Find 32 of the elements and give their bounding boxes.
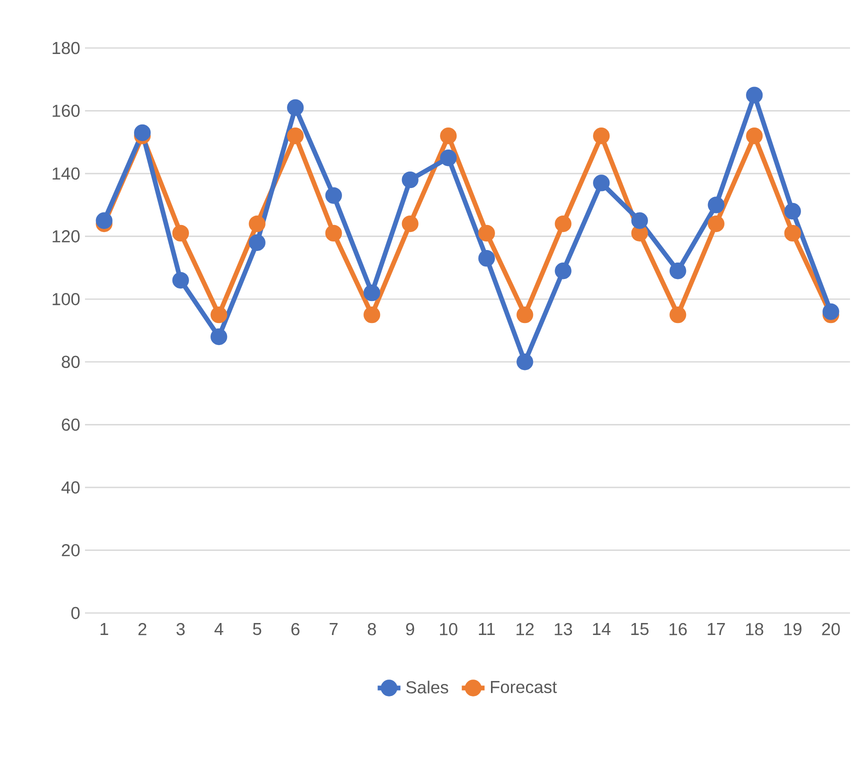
y-tick-label: 0 — [71, 606, 80, 620]
y-tick-label: 100 — [52, 292, 80, 306]
x-tick-label: 6 — [291, 623, 300, 636]
x-tick-label: 16 — [670, 623, 687, 636]
y-tick-label: 20 — [62, 544, 80, 556]
y-tick-label: 160 — [52, 104, 80, 117]
x-tick-label: 2 — [138, 623, 146, 636]
x-tick-label: 7 — [330, 623, 338, 635]
x-tick-label: 10 — [440, 623, 458, 636]
x-tick-label: 1 — [100, 623, 108, 635]
x-tick-label: 13 — [554, 623, 572, 636]
y-tick-label: 180 — [52, 42, 80, 54]
x-tick-label: 4 — [214, 623, 224, 635]
x-tick-label: 19 — [784, 623, 802, 636]
x-tick-label: 15 — [631, 623, 649, 636]
x-tick-label: 18 — [746, 623, 764, 636]
x-tick-label: 8 — [368, 623, 376, 636]
y-tick-label: 80 — [62, 356, 80, 368]
x-tick-label: 12 — [516, 623, 534, 636]
y-tick-label: 140 — [52, 167, 80, 180]
y-tick-label: 40 — [61, 481, 80, 494]
x-tick-label: 5 — [253, 623, 262, 636]
x-tick-label: 20 — [822, 623, 840, 636]
x-tick-label: 17 — [708, 623, 725, 635]
legend-label: Forecast — [490, 681, 557, 694]
y-tick-label: 60 — [62, 418, 80, 431]
x-tick-label: 11 — [478, 623, 495, 635]
x-tick-label: 14 — [593, 623, 611, 635]
x-tick-label: 9 — [406, 623, 414, 636]
x-tick-label: 3 — [176, 623, 185, 636]
legend-label: Sales — [406, 680, 448, 694]
y-tick-label: 120 — [52, 230, 80, 242]
